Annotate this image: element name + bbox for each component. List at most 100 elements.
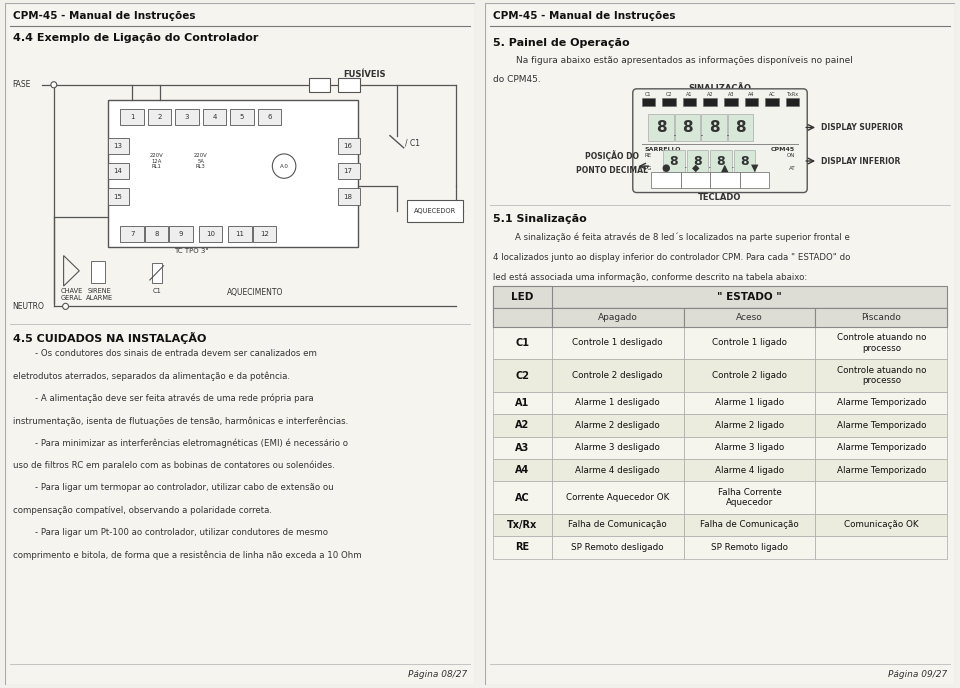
Text: Alarme 1 ligado: Alarme 1 ligado bbox=[715, 398, 784, 407]
Text: 10: 10 bbox=[206, 231, 215, 237]
Bar bbox=[492, 286, 948, 308]
Text: Controle 2 desligado: Controle 2 desligado bbox=[572, 371, 663, 380]
Bar bbox=[552, 481, 684, 514]
Text: 4.4 Exemplo de Ligação do Controlador: 4.4 Exemplo de Ligação do Controlador bbox=[12, 33, 258, 43]
Bar bbox=[686, 150, 708, 172]
Bar bbox=[492, 327, 552, 359]
Bar bbox=[176, 109, 199, 125]
Text: ◆: ◆ bbox=[692, 163, 699, 173]
Bar bbox=[684, 414, 815, 436]
Bar bbox=[641, 98, 656, 106]
Bar bbox=[148, 109, 172, 125]
Bar bbox=[552, 414, 684, 436]
Text: 8: 8 bbox=[708, 120, 719, 135]
Text: C2: C2 bbox=[666, 92, 672, 98]
Text: AT: AT bbox=[789, 166, 796, 171]
Text: Alarme 2 desligado: Alarme 2 desligado bbox=[575, 421, 660, 430]
Bar bbox=[739, 172, 769, 189]
Bar bbox=[492, 359, 552, 391]
Bar bbox=[492, 514, 552, 536]
Text: comprimento e bitola, de forma que a resistência de linha não exceda a 10 Ohm: comprimento e bitola, de forma que a res… bbox=[12, 550, 361, 560]
Text: A3: A3 bbox=[728, 92, 734, 98]
Text: LED: LED bbox=[511, 292, 534, 302]
Text: ▼: ▼ bbox=[751, 163, 758, 173]
Text: SARRELLO: SARRELLO bbox=[644, 147, 681, 152]
Text: 15: 15 bbox=[113, 193, 122, 200]
Text: CHAVE
GERAL: CHAVE GERAL bbox=[60, 288, 83, 301]
Text: SP Remoto ligado: SP Remoto ligado bbox=[711, 543, 788, 552]
Text: NEUTRO: NEUTRO bbox=[12, 302, 44, 311]
Bar bbox=[675, 114, 701, 140]
Bar bbox=[199, 226, 223, 242]
Text: 220V
12A
RL1: 220V 12A RL1 bbox=[150, 153, 163, 169]
Bar bbox=[552, 536, 684, 559]
Text: Controle atuando no
processo: Controle atuando no processo bbox=[837, 366, 926, 385]
Text: Controle atuando no
processo: Controle atuando no processo bbox=[837, 333, 926, 353]
Text: Página 08/27: Página 08/27 bbox=[408, 670, 468, 679]
Text: C1: C1 bbox=[153, 288, 161, 294]
Bar bbox=[308, 78, 330, 92]
Bar bbox=[681, 172, 710, 189]
Bar bbox=[228, 226, 252, 242]
Text: A4: A4 bbox=[516, 465, 529, 475]
Text: ON: ON bbox=[787, 153, 796, 158]
Bar bbox=[684, 391, 815, 414]
Text: TC TPO 3": TC TPO 3" bbox=[174, 248, 208, 255]
Text: A2: A2 bbox=[516, 420, 529, 430]
Text: 13: 13 bbox=[113, 143, 122, 149]
Bar bbox=[648, 114, 674, 140]
Text: 16: 16 bbox=[344, 143, 352, 149]
Text: Falha de Comunicação: Falha de Comunicação bbox=[700, 520, 799, 530]
Text: do CPM45.: do CPM45. bbox=[492, 74, 540, 84]
Text: Alarme 3 desligado: Alarme 3 desligado bbox=[575, 443, 660, 452]
Text: 2: 2 bbox=[157, 114, 162, 120]
Bar bbox=[684, 536, 815, 559]
Text: Comunicação OK: Comunicação OK bbox=[844, 520, 919, 530]
FancyBboxPatch shape bbox=[633, 89, 807, 193]
Bar bbox=[230, 109, 253, 125]
Text: 5: 5 bbox=[240, 114, 244, 120]
Text: Alarme 3 ligado: Alarme 3 ligado bbox=[715, 443, 784, 452]
Bar bbox=[552, 514, 684, 536]
Circle shape bbox=[51, 82, 57, 88]
Text: Alarme 1 desligado: Alarme 1 desligado bbox=[575, 398, 660, 407]
Bar bbox=[257, 109, 281, 125]
Bar bbox=[338, 138, 360, 154]
Text: 8: 8 bbox=[740, 155, 749, 167]
Text: - Para ligar um Pt-100 ao controlador, utilizar condutores de mesmo: - Para ligar um Pt-100 ao controlador, u… bbox=[12, 528, 327, 537]
Text: CPM-45 - Manual de Instruções: CPM-45 - Manual de Instruções bbox=[492, 10, 675, 21]
Bar bbox=[652, 172, 681, 189]
Text: - Os condutores dos sinais de entrada devem ser canalizados em: - Os condutores dos sinais de entrada de… bbox=[12, 349, 317, 358]
Text: .: . bbox=[673, 126, 677, 139]
Bar bbox=[552, 391, 684, 414]
Text: - Para ligar um termopar ao controlador, utilizar cabo de extensão ou: - Para ligar um termopar ao controlador,… bbox=[12, 483, 333, 493]
Text: TECLADO: TECLADO bbox=[698, 193, 742, 202]
Text: PG: PG bbox=[644, 166, 652, 171]
Text: AC: AC bbox=[769, 92, 776, 98]
Text: - Para minimizar as interferências eletromagnéticas (EMI) é necessário o: - Para minimizar as interferências eletr… bbox=[12, 438, 348, 448]
Text: compensação compatível, observando a polaridade correta.: compensação compatível, observando a pol… bbox=[12, 506, 272, 515]
Bar bbox=[785, 98, 800, 106]
Text: AC: AC bbox=[515, 493, 530, 502]
Bar bbox=[815, 359, 948, 391]
Text: 3: 3 bbox=[185, 114, 189, 120]
Text: led está associada uma informação, conforme descrito na tabela abaixo:: led está associada uma informação, confo… bbox=[492, 273, 807, 282]
Bar bbox=[815, 514, 948, 536]
Bar bbox=[552, 359, 684, 391]
Bar bbox=[169, 226, 193, 242]
Bar bbox=[338, 78, 360, 92]
Bar bbox=[492, 391, 552, 414]
Text: eletrodutos aterrados, separados da alimentação e da potência.: eletrodutos aterrados, separados da alim… bbox=[12, 372, 290, 381]
Text: ●: ● bbox=[661, 163, 670, 173]
Text: Piscando: Piscando bbox=[861, 313, 901, 322]
Bar bbox=[704, 98, 717, 106]
Text: A sinalização é feita através de 8 led´s localizados na parte superior frontal e: A sinalização é feita através de 8 led´s… bbox=[492, 232, 850, 241]
Bar bbox=[492, 481, 552, 514]
Text: 8: 8 bbox=[735, 120, 746, 135]
Text: DISPLAY SUPERIOR: DISPLAY SUPERIOR bbox=[821, 123, 903, 132]
Bar bbox=[203, 109, 227, 125]
Text: A1: A1 bbox=[516, 398, 529, 408]
Text: Alarme Temporizado: Alarme Temporizado bbox=[837, 466, 926, 475]
Text: PONTO DECIMAL: PONTO DECIMAL bbox=[576, 166, 648, 175]
Text: CPM45: CPM45 bbox=[771, 147, 796, 152]
